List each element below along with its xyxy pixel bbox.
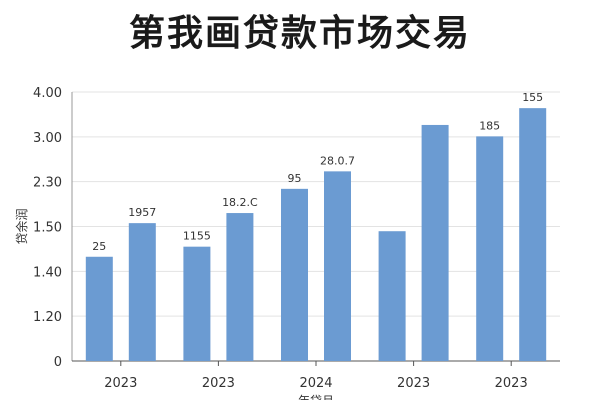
bar	[128, 223, 156, 361]
x-tick-label: 2023	[104, 376, 137, 391]
data-label: 1957	[128, 206, 156, 219]
bar	[421, 124, 449, 361]
bar	[324, 171, 351, 361]
x-tick-label: 2024	[299, 376, 332, 391]
data-label: 185	[479, 119, 500, 132]
y-axis-label: 贷余润	[14, 208, 29, 244]
y-tick-label: 3.00	[33, 131, 62, 146]
x-tick-label: 2023	[495, 376, 528, 391]
y-tick-label: 1.20	[33, 310, 62, 325]
data-label: 155	[522, 91, 543, 104]
bar	[226, 213, 254, 361]
y-tick-label: 1.40	[33, 265, 62, 280]
y-tick-label: 2.30	[33, 176, 62, 191]
bar	[378, 231, 406, 361]
bar	[183, 246, 211, 361]
bar	[85, 256, 113, 361]
bar	[281, 188, 308, 361]
data-label: 95	[288, 172, 302, 185]
data-label: 28.0.7	[320, 154, 355, 167]
y-tick-label: 1.50	[33, 221, 62, 236]
y-tick-label: 4.00	[33, 86, 62, 101]
data-label: 25	[92, 240, 106, 253]
y-tick-label: 0	[54, 355, 62, 370]
x-tick-label: 2023	[202, 376, 235, 391]
data-label: 1155	[183, 230, 211, 243]
bar	[476, 136, 504, 361]
bar	[519, 108, 547, 361]
x-tick-label: 2023	[397, 376, 430, 391]
data-label: 18.2.C	[222, 196, 258, 209]
chart-title: 第我画贷款市场交易	[128, 13, 471, 54]
x-axis-label: 年贷月	[298, 394, 334, 400]
